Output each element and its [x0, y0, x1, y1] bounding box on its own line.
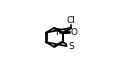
Text: O: O — [70, 28, 77, 37]
Text: Cl: Cl — [67, 16, 75, 25]
Text: F: F — [55, 28, 60, 37]
Text: S: S — [68, 42, 74, 51]
